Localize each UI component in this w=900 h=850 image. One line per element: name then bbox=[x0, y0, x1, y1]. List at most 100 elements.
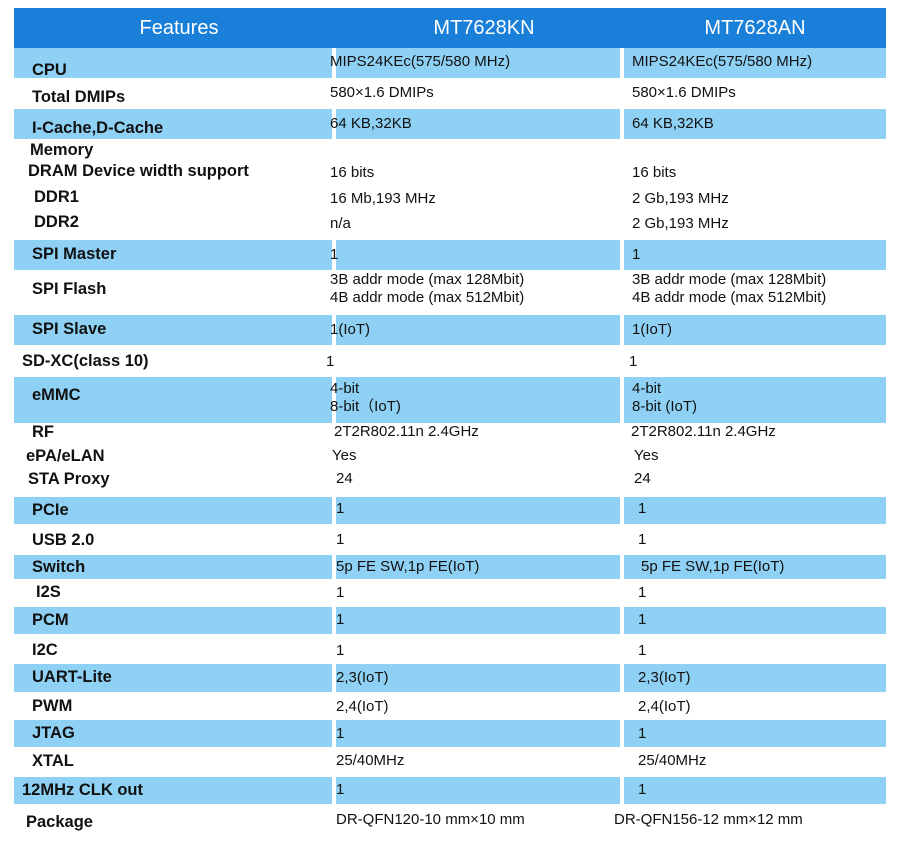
table-row: I2S 1 1 bbox=[14, 580, 886, 604]
mt7628an-value: 5p FE SW,1p FE(IoT) bbox=[641, 558, 784, 576]
mt7628kn-value: MIPS24KEc(575/580 MHz) bbox=[330, 53, 510, 71]
mt7628an-value-line: 24 bbox=[634, 470, 651, 487]
mt7628kn-value: 2T2R802.11n 2.4GHz bbox=[334, 423, 479, 441]
feature-name: I-Cache,D-Cache bbox=[32, 119, 164, 137]
table-row: XTAL 25/40MHz 25/40MHz bbox=[14, 749, 886, 775]
mt7628kn-value: 1 bbox=[336, 642, 344, 660]
mt7628kn-value-line: 1 bbox=[336, 500, 345, 517]
mt7628an-value: Yes bbox=[634, 447, 658, 465]
feature-name: Total DMIPs bbox=[32, 88, 126, 106]
header-features: Features bbox=[139, 16, 219, 39]
mt7628an-value-line-2: 4B addr mode (max 512Mbit) bbox=[632, 289, 827, 306]
mt7628an-value: 1 bbox=[638, 781, 646, 799]
mt7628an-value-line: 1 bbox=[629, 353, 638, 370]
mt7628kn-value-line: 3B addr mode (max 128Mbit) bbox=[330, 271, 525, 288]
table-row: I2C 1 1 bbox=[14, 637, 886, 664]
mt7628kn-value: 580×1.6 DMIPs bbox=[330, 84, 434, 102]
column-gap bbox=[332, 497, 336, 524]
mt7628an-value-line: 2T2R802.11n 2.4GHz bbox=[631, 423, 776, 440]
feature-name: DDR2 bbox=[34, 213, 79, 231]
mt7628an-value: 2,3(IoT) bbox=[638, 669, 691, 687]
column-gap bbox=[620, 720, 624, 747]
mt7628kn-value-line: 16 bits bbox=[330, 164, 375, 181]
mt7628an-value-line: 1 bbox=[638, 781, 647, 798]
column-gap bbox=[620, 555, 624, 579]
mt7628an-value-line: Yes bbox=[634, 447, 659, 464]
feature-name: USB 2.0 bbox=[32, 531, 95, 549]
column-gap bbox=[332, 777, 336, 804]
table-row: PWM 2,4(IoT) 2,4(IoT) bbox=[14, 693, 886, 720]
table-row: ePA/eLAN Yes Yes bbox=[14, 447, 886, 473]
table-row: SPI Slave 1(IoT) 1(IoT) bbox=[14, 315, 886, 345]
mt7628an-value-line: 580×1.6 DMIPs bbox=[632, 84, 736, 101]
mt7628kn-value: 1 bbox=[336, 725, 344, 743]
mt7628an-value: 1 bbox=[632, 246, 640, 264]
mt7628kn-value-line: 1 bbox=[336, 725, 345, 742]
feature-name: UART-Lite bbox=[32, 668, 112, 686]
mt7628kn-value-line: 2,4(IoT) bbox=[336, 698, 389, 715]
column-gap bbox=[620, 377, 624, 423]
mt7628kn-value-line: 1 bbox=[336, 584, 345, 601]
mt7628an-value: 580×1.6 DMIPs bbox=[632, 84, 736, 102]
mt7628an-value: 2,4(IoT) bbox=[638, 698, 691, 716]
mt7628kn-value-line: n/a bbox=[330, 215, 351, 232]
mt7628kn-value: 25/40MHz bbox=[336, 752, 404, 770]
mt7628an-value: DR-QFN156-12 mm×12 mm bbox=[614, 811, 803, 829]
feature-name: DDR1 bbox=[34, 188, 79, 206]
mt7628an-value: 2 Gb,193 MHz bbox=[632, 190, 729, 208]
mt7628kn-value: 1 bbox=[336, 584, 344, 602]
mt7628an-value: 1 bbox=[638, 642, 646, 660]
table-row: PCM 1 1 bbox=[14, 607, 886, 634]
table-row: CPU MIPS24KEc(575/580 MHz) MIPS24KEc(575/5… bbox=[14, 48, 886, 79]
mt7628kn-value-line: 16 Mb,193 MHz bbox=[330, 190, 436, 207]
mt7628an-value-line: 1 bbox=[638, 500, 647, 517]
mt7628an-value: 4-bit 8-bit (IoT) bbox=[632, 380, 697, 416]
mt7628an-value-line: 1 bbox=[638, 584, 647, 601]
feature-name: SD-XC(class 10) bbox=[22, 352, 149, 370]
mt7628kn-value: 1 bbox=[330, 246, 338, 264]
feature-name: SPI Slave bbox=[32, 320, 107, 338]
mt7628an-value: 16 bits bbox=[632, 164, 676, 182]
mt7628kn-value-line: 5p FE SW,1p FE(IoT) bbox=[336, 558, 480, 575]
feature-name: ePA/eLAN bbox=[26, 447, 105, 465]
mt7628an-value: 1(IoT) bbox=[632, 321, 672, 339]
feature-name: SPI Flash bbox=[32, 280, 107, 298]
feature-name: PCM bbox=[32, 611, 69, 629]
mt7628an-value: 2T2R802.11n 2.4GHz bbox=[631, 423, 776, 441]
column-gap bbox=[620, 664, 624, 692]
mt7628an-value-line: 4-bit bbox=[632, 380, 662, 397]
mt7628kn-value: 16 Mb,193 MHz bbox=[330, 190, 436, 208]
feature-name: JTAG bbox=[32, 724, 75, 742]
mt7628an-value: 1 bbox=[638, 531, 646, 549]
mt7628an-value-line: 64 KB,32KB bbox=[632, 115, 714, 132]
mt7628an-value-line: 1 bbox=[638, 725, 647, 742]
mt7628kn-value-line: 64 KB,32KB bbox=[330, 115, 412, 132]
table-header: Features MT7628KN MT7628AN bbox=[14, 8, 886, 48]
table-row: DDR2 n/a 2 Gb,193 MHz bbox=[14, 213, 886, 237]
mt7628an-value-line: 25/40MHz bbox=[638, 752, 707, 769]
mt7628kn-value: 2,4(IoT) bbox=[336, 698, 389, 716]
mt7628an-value-line: 2,3(IoT) bbox=[638, 669, 691, 686]
mt7628an-value: 1 bbox=[638, 725, 646, 743]
table-row: PCIe 1 1 bbox=[14, 497, 886, 524]
feature-name: SPI Master bbox=[32, 245, 117, 263]
column-gap bbox=[620, 607, 624, 634]
table-row: SPI Flash 3B addr mode (max 128Mbit) 4B ad… bbox=[14, 270, 886, 315]
table-row: UART-Lite 2,3(IoT) 2,3(IoT) bbox=[14, 664, 886, 692]
mt7628an-value-line: 2,4(IoT) bbox=[638, 698, 691, 715]
mt7628kn-value: 24 bbox=[336, 470, 353, 488]
mt7628kn-value-line: 1 bbox=[336, 611, 345, 628]
column-gap bbox=[620, 777, 624, 804]
column-gap bbox=[332, 48, 336, 78]
mt7628an-value-line: 1 bbox=[638, 531, 647, 548]
table-row: 12MHz CLK out 1 1 bbox=[14, 777, 886, 804]
mt7628kn-value: 1 bbox=[336, 611, 344, 629]
mt7628an-value-line: 16 bits bbox=[632, 164, 677, 181]
column-gap bbox=[620, 48, 624, 78]
table-row: SPI Master 1 1 bbox=[14, 240, 886, 270]
feature-name: STA Proxy bbox=[28, 470, 110, 488]
header-mt7628an: MT7628AN bbox=[704, 16, 806, 39]
feature-name: DRAM Device width support bbox=[28, 162, 249, 180]
mt7628an-value: 64 KB,32KB bbox=[632, 115, 714, 133]
column-gap bbox=[620, 497, 624, 524]
